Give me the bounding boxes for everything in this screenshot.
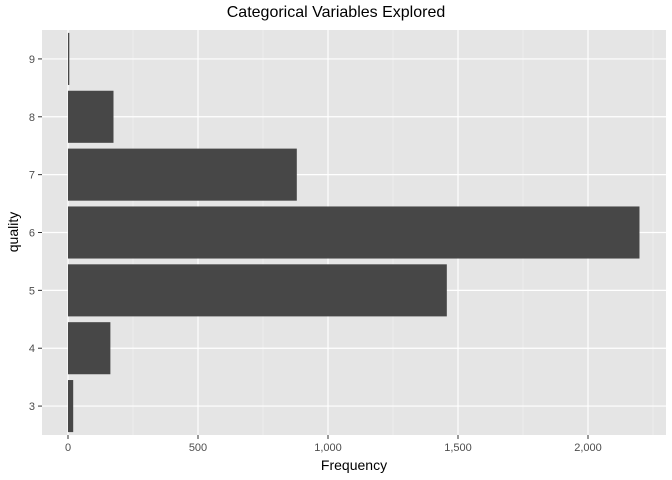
y-tick-label: 3 (29, 401, 35, 413)
y-tick-label: 7 (29, 170, 35, 182)
bar-quality-4 (68, 322, 111, 375)
bar-quality-9 (68, 32, 70, 85)
x-axis: 0 500 1,000 1,500 2,000 (65, 435, 602, 454)
bars (68, 32, 640, 433)
y-tick-label: 8 (29, 112, 35, 124)
bar-quality-7 (68, 148, 297, 201)
y-axis-title: quality (5, 212, 21, 252)
bar-quality-3 (68, 380, 74, 433)
x-tick-label: 2,000 (574, 442, 602, 454)
x-tick-label: 1,000 (314, 442, 342, 454)
y-tick-label: 5 (29, 285, 35, 297)
y-tick-label: 4 (29, 343, 35, 355)
bar-quality-8 (68, 90, 114, 143)
bar-quality-6 (68, 206, 640, 259)
x-axis-title: Frequency (321, 457, 387, 473)
x-tick-label: 1,500 (444, 442, 472, 454)
y-tick-label: 9 (29, 54, 35, 66)
x-tick-label: 0 (65, 442, 71, 454)
bar-quality-5 (68, 264, 447, 317)
x-tick-label: 500 (189, 442, 207, 454)
y-axis: 3 4 5 6 7 8 9 (29, 54, 42, 413)
y-tick-label: 6 (29, 228, 35, 240)
chart-title: Categorical Variables Explored (227, 4, 445, 21)
